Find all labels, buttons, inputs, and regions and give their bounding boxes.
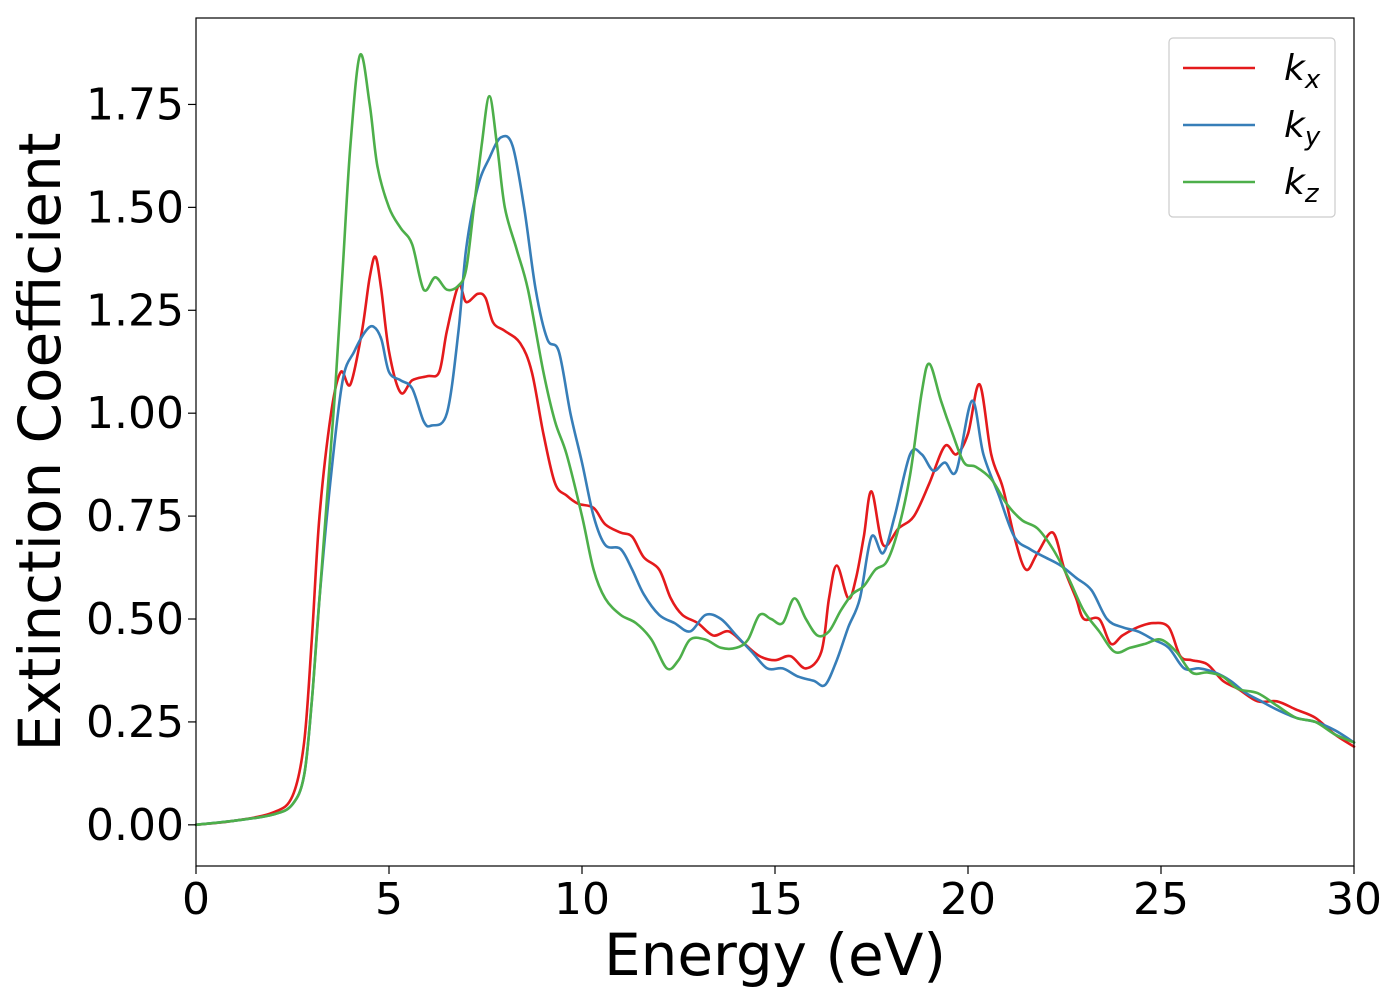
y-tick-label: 0.75: [86, 491, 184, 542]
x-tick-label: 30: [1326, 874, 1382, 925]
y-tick-label: 0.25: [86, 697, 184, 748]
y-tick-label: 0.00: [86, 800, 184, 851]
legend-label-x: kx: [1284, 48, 1321, 95]
x-axis-title: Energy (eV): [604, 921, 946, 989]
series-layer: [194, 52, 1356, 827]
y-tick-label: 1.75: [86, 79, 184, 130]
series-line-z: [194, 52, 1356, 827]
x-tick-label: 20: [940, 874, 996, 925]
x-tick-label: 15: [747, 874, 803, 925]
y-tick-label: 1.00: [86, 388, 184, 439]
legend-items: kx ky kz: [1183, 48, 1321, 209]
plot-area: [194, 17, 1356, 867]
legend: kx ky kz: [1168, 37, 1336, 218]
plot-background: [196, 18, 1354, 866]
y-axis-title: Extinction Coefficient: [6, 133, 74, 752]
series-line-y: [194, 134, 1356, 827]
x-tick-label: 5: [375, 874, 403, 925]
x-axis: 0 5 10 15 20 25 30: [182, 866, 1382, 925]
x-tick-label: 25: [1133, 874, 1189, 925]
y-tick-label: 0.50: [86, 594, 184, 645]
y-axis: 0.00 0.25 0.50 0.75 1.00 1.25 1.50 1.75: [86, 79, 196, 851]
x-tick-label: 0: [182, 874, 210, 925]
legend-label-y: ky: [1284, 105, 1321, 152]
legend-frame: [1168, 37, 1336, 218]
y-tick-label: 1.50: [86, 182, 184, 233]
y-tick-label: 1.25: [86, 285, 184, 336]
x-tick-label: 10: [554, 874, 610, 925]
legend-label-z: kz: [1284, 162, 1320, 209]
